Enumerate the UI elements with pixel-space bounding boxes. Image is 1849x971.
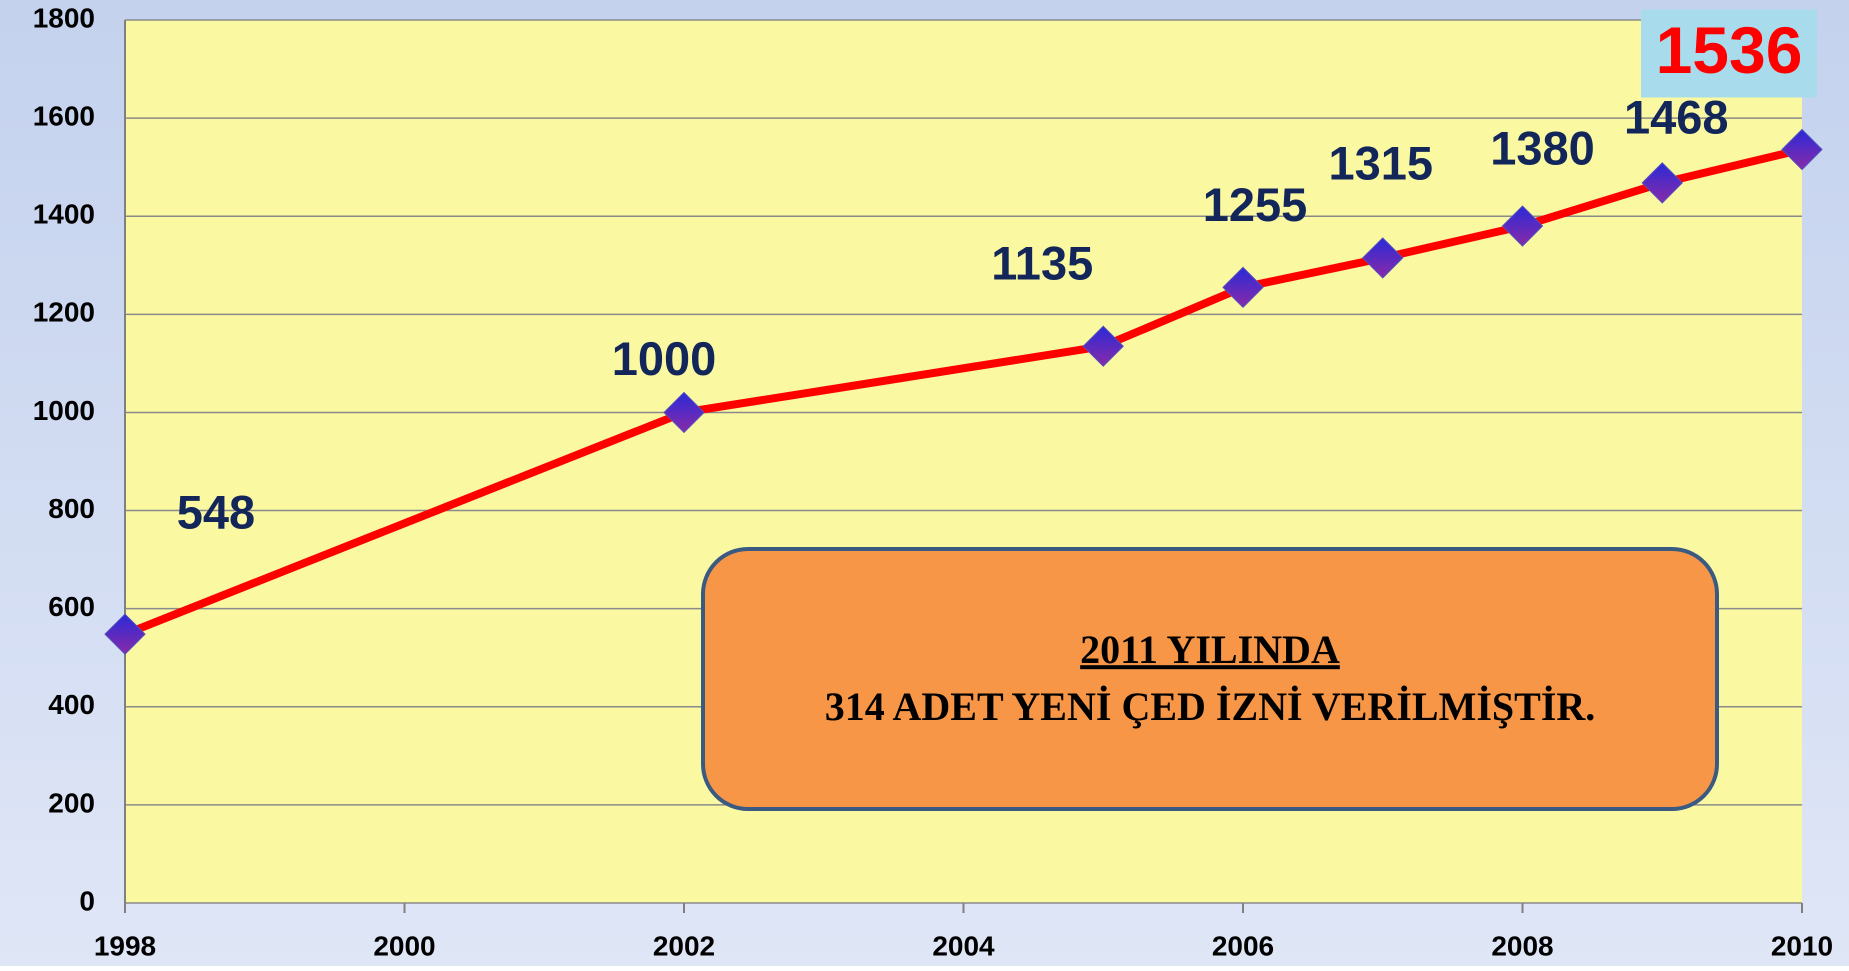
line xyxy=(123,145,1803,638)
marker xyxy=(663,391,705,434)
y-tick-label: 0 xyxy=(79,885,95,916)
x-tick-label: 2008 xyxy=(1491,930,1553,961)
annotation-title: 2011 YILINDA xyxy=(1080,627,1340,672)
marker xyxy=(1641,162,1683,204)
annotation-box xyxy=(701,547,1719,811)
marker xyxy=(1781,128,1823,171)
x-tick-label: 2006 xyxy=(1212,930,1274,961)
y-tick-label: 200 xyxy=(48,787,95,818)
marker xyxy=(1082,325,1124,367)
data-label: 1468 xyxy=(1624,90,1729,143)
y-tick-label: 800 xyxy=(48,493,95,524)
data-label: 1536 xyxy=(1656,13,1803,87)
marker xyxy=(1501,205,1544,247)
y-tick-label: 1800 xyxy=(33,2,95,33)
y-tick-label: 1000 xyxy=(33,395,95,426)
data-label: 1255 xyxy=(1203,178,1308,231)
x-tick-label: 1998 xyxy=(94,930,156,961)
x-tick-label: 2010 xyxy=(1771,930,1833,961)
y-tick-label: 400 xyxy=(48,689,95,720)
y-tick-label: 1200 xyxy=(33,297,95,328)
marker xyxy=(1362,237,1404,279)
highlight-box xyxy=(1641,9,1817,98)
data-label: 1000 xyxy=(612,332,717,385)
annotation-text: 314 ADET YENİ ÇED İZNİ VERİLMİŞTİR. xyxy=(825,684,1596,729)
data-label: 1135 xyxy=(991,237,1093,290)
data-label: 1380 xyxy=(1490,121,1595,174)
data-label: 548 xyxy=(177,486,255,539)
x-tick-label: 2000 xyxy=(373,930,435,961)
y-tick-label: 1600 xyxy=(33,101,95,132)
marker xyxy=(1222,266,1264,309)
x-tick-label: 2002 xyxy=(653,930,715,961)
data-label: 1315 xyxy=(1328,136,1433,189)
y-tick-label: 1400 xyxy=(33,199,95,230)
y-tick-label: 600 xyxy=(48,591,95,622)
x-tick-label: 2004 xyxy=(932,930,995,961)
marker xyxy=(104,613,146,655)
